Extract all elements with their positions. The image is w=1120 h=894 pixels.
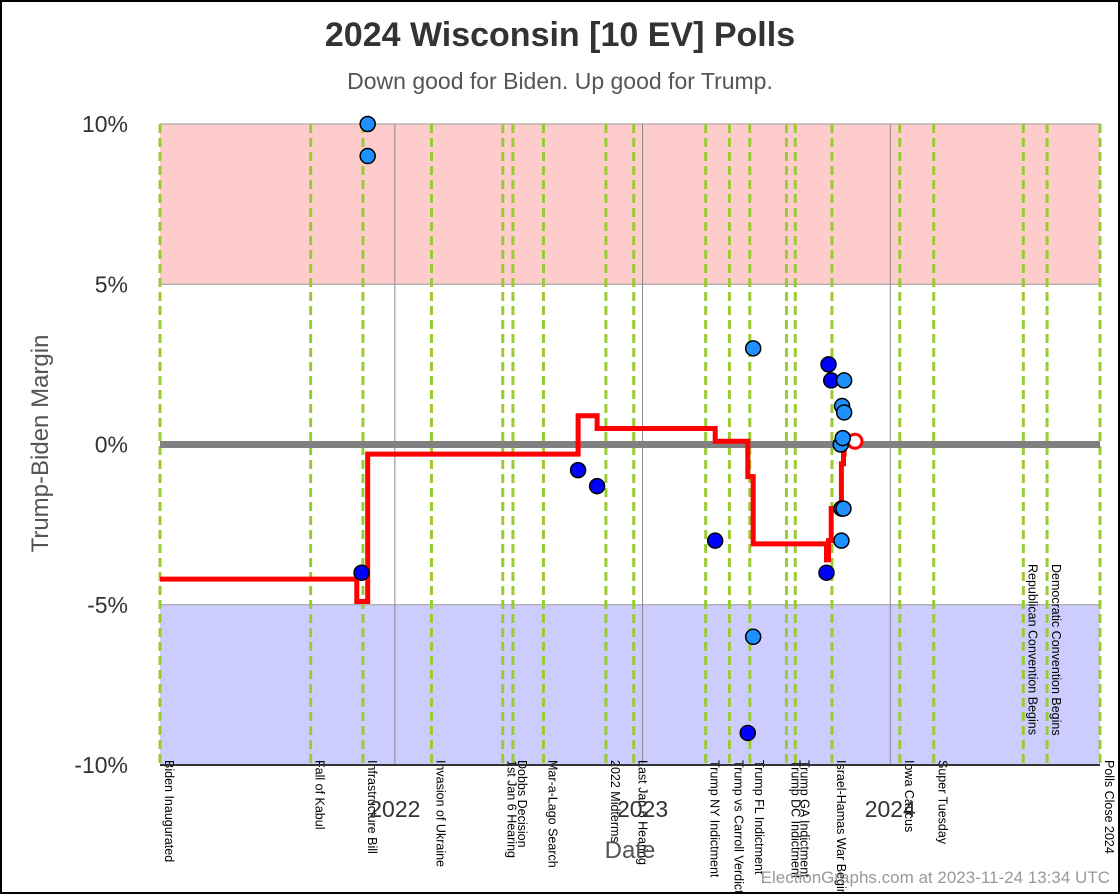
x-tick-label: 2022 <box>369 796 420 822</box>
event-lines: Biden Inaugurated Fall of Kabul Infrastruc… <box>158 124 1116 894</box>
poll-point <box>834 429 852 447</box>
event-label: Fall of Kabul <box>313 760 327 829</box>
event-label: Democratic Convention Begins <box>1049 564 1063 736</box>
average-step-line <box>160 413 847 604</box>
poll-point <box>820 356 837 373</box>
poll-points <box>353 115 853 742</box>
poll-point <box>569 461 587 479</box>
footer-credit: ElectionGraphs.com at 2023-11-24 13:34 U… <box>760 868 1110 887</box>
poll-point <box>833 532 850 549</box>
poll-point <box>353 564 370 581</box>
event-label: Iowa Caucus <box>902 760 916 832</box>
event-label: Biden Inaugurated <box>162 760 176 862</box>
event-label: Trump GA Indictment <box>797 760 811 878</box>
poll-point <box>588 477 606 495</box>
y-tick-label: 5% <box>95 271 128 297</box>
event-label: Trump FL Indictment <box>752 760 766 875</box>
y-axis-title: Trump-Biden Margin <box>27 335 54 553</box>
event-label: Polls Close 2024 <box>1102 760 1116 854</box>
poll-point <box>744 628 762 646</box>
x-tick-label: 2023 <box>617 796 668 822</box>
x-tick-label: 2024 <box>865 796 916 822</box>
event-label: Trump vs Carroll Verdict <box>731 760 745 894</box>
event-label: Mar-a-Lago Search <box>545 760 559 868</box>
margin-band <box>160 124 1100 285</box>
chart-title: 2024 Wisconsin [10 EV] Polls <box>324 16 796 54</box>
margin-band <box>160 604 1100 765</box>
poll-point <box>835 404 853 421</box>
poll-point <box>706 532 724 549</box>
event-label: Infrastructure Bill <box>365 760 379 854</box>
y-tick-label: 0% <box>95 432 128 458</box>
poll-point <box>739 724 757 742</box>
event-label: Last Jan 6 Hearing <box>636 760 650 865</box>
margin-bands <box>160 124 1100 765</box>
event-label: Invasion of Ukraine <box>433 760 447 867</box>
poll-point <box>818 564 835 581</box>
x-axis-title: Date <box>605 837 656 864</box>
poll-point <box>835 372 853 389</box>
y-tick-label: -10% <box>74 752 128 778</box>
poll-point <box>359 147 376 165</box>
event-label: 2022 Midterms <box>608 760 622 843</box>
y-tick-label: 10% <box>82 111 128 137</box>
chart-subtitle: Down good for Biden. Up good for Trump. <box>347 68 773 94</box>
axis-labels: -10% -5% 0% 5% 10% 2022 2023 2024 Date Trump-Bide… <box>27 111 916 864</box>
event-label: 1st Jan 6 Hearing <box>505 760 519 858</box>
event-label: Super Tuesday <box>936 760 950 845</box>
poll-point <box>835 500 852 517</box>
event-label: Republican Convention Begins <box>1025 564 1039 735</box>
event-label: Dobbs Decision <box>515 760 529 848</box>
event-label: Israel-Hamas War Begins <box>834 760 848 894</box>
poll-point <box>744 340 762 357</box>
poll-point <box>359 115 376 133</box>
y-tick-label: -5% <box>87 592 128 618</box>
event-label: Trump NY Indictment <box>708 760 722 878</box>
event-label: Trump DC Indictment <box>788 760 802 879</box>
